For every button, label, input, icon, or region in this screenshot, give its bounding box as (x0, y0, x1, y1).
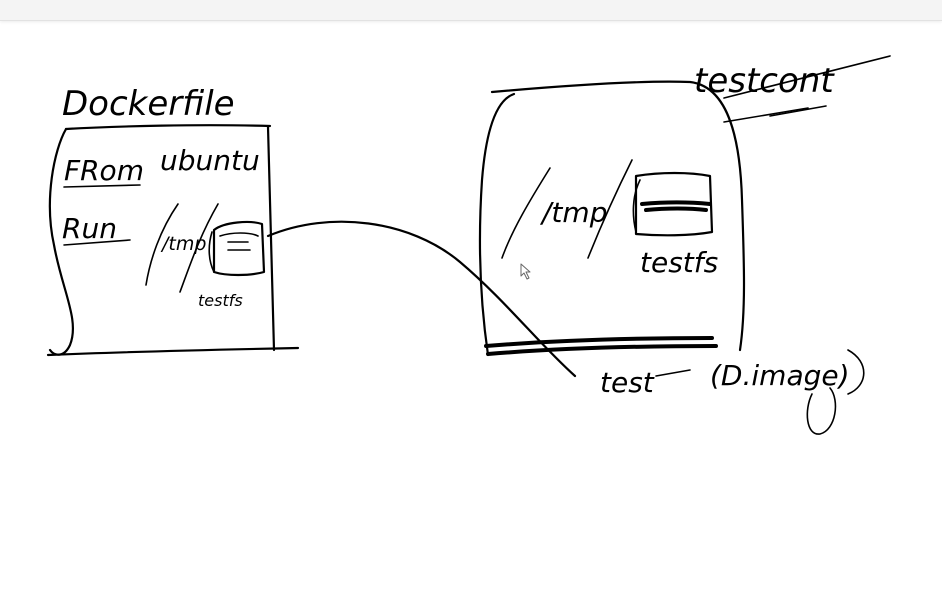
container-tmp-slash-2 (587, 159, 633, 259)
container-image-name: test (600, 366, 655, 399)
dockerfile-from-value: ubuntu (160, 144, 260, 177)
dockerfile-file-icon (208, 220, 266, 277)
container-title: testcont (694, 61, 835, 101)
dockerfile-tmp-slash-2 (179, 203, 219, 293)
dockerfile-from-keyword: FRom (64, 154, 144, 187)
container-base-2 (486, 344, 718, 356)
mouse-cursor-icon (520, 263, 531, 280)
container-base (484, 336, 714, 348)
dockerfile-title: Dockerfile (62, 84, 235, 124)
container-body (478, 80, 746, 357)
container-tmp-slash-1 (501, 167, 551, 259)
dockerfile-tmp-slash-1 (145, 203, 179, 286)
container-title-underline-3 (769, 105, 827, 117)
dockerfile-top-edge (64, 124, 272, 131)
container-title-underline-2 (723, 107, 809, 123)
top-toolbar (0, 0, 942, 21)
dockerfile-sketch: Dockerfile FRom ubuntu Run /tmp (46, 84, 300, 357)
image-note-paren (847, 349, 865, 395)
dockerfile-tmp-label: /tmp (160, 233, 206, 255)
container-title-underline-1 (723, 55, 891, 99)
container-file-label: testfs (640, 246, 718, 279)
from-underline (63, 184, 141, 188)
container-image-note: (D.image) (710, 359, 850, 392)
run-underline (63, 239, 131, 246)
dockerfile-right-edge (266, 125, 276, 352)
container-file-icon (632, 171, 714, 237)
container-sketch: testcont /tmp testfs test (D.im (478, 55, 891, 435)
image-note-loop (806, 387, 837, 435)
dockerfile-bottom-edge (46, 346, 300, 357)
container-tmp-label: /tmp (539, 196, 607, 229)
dockerfile-file-label: testfs (198, 291, 243, 310)
image-name-stroke (655, 369, 691, 377)
dockerfile-run-keyword: Run (62, 212, 117, 245)
